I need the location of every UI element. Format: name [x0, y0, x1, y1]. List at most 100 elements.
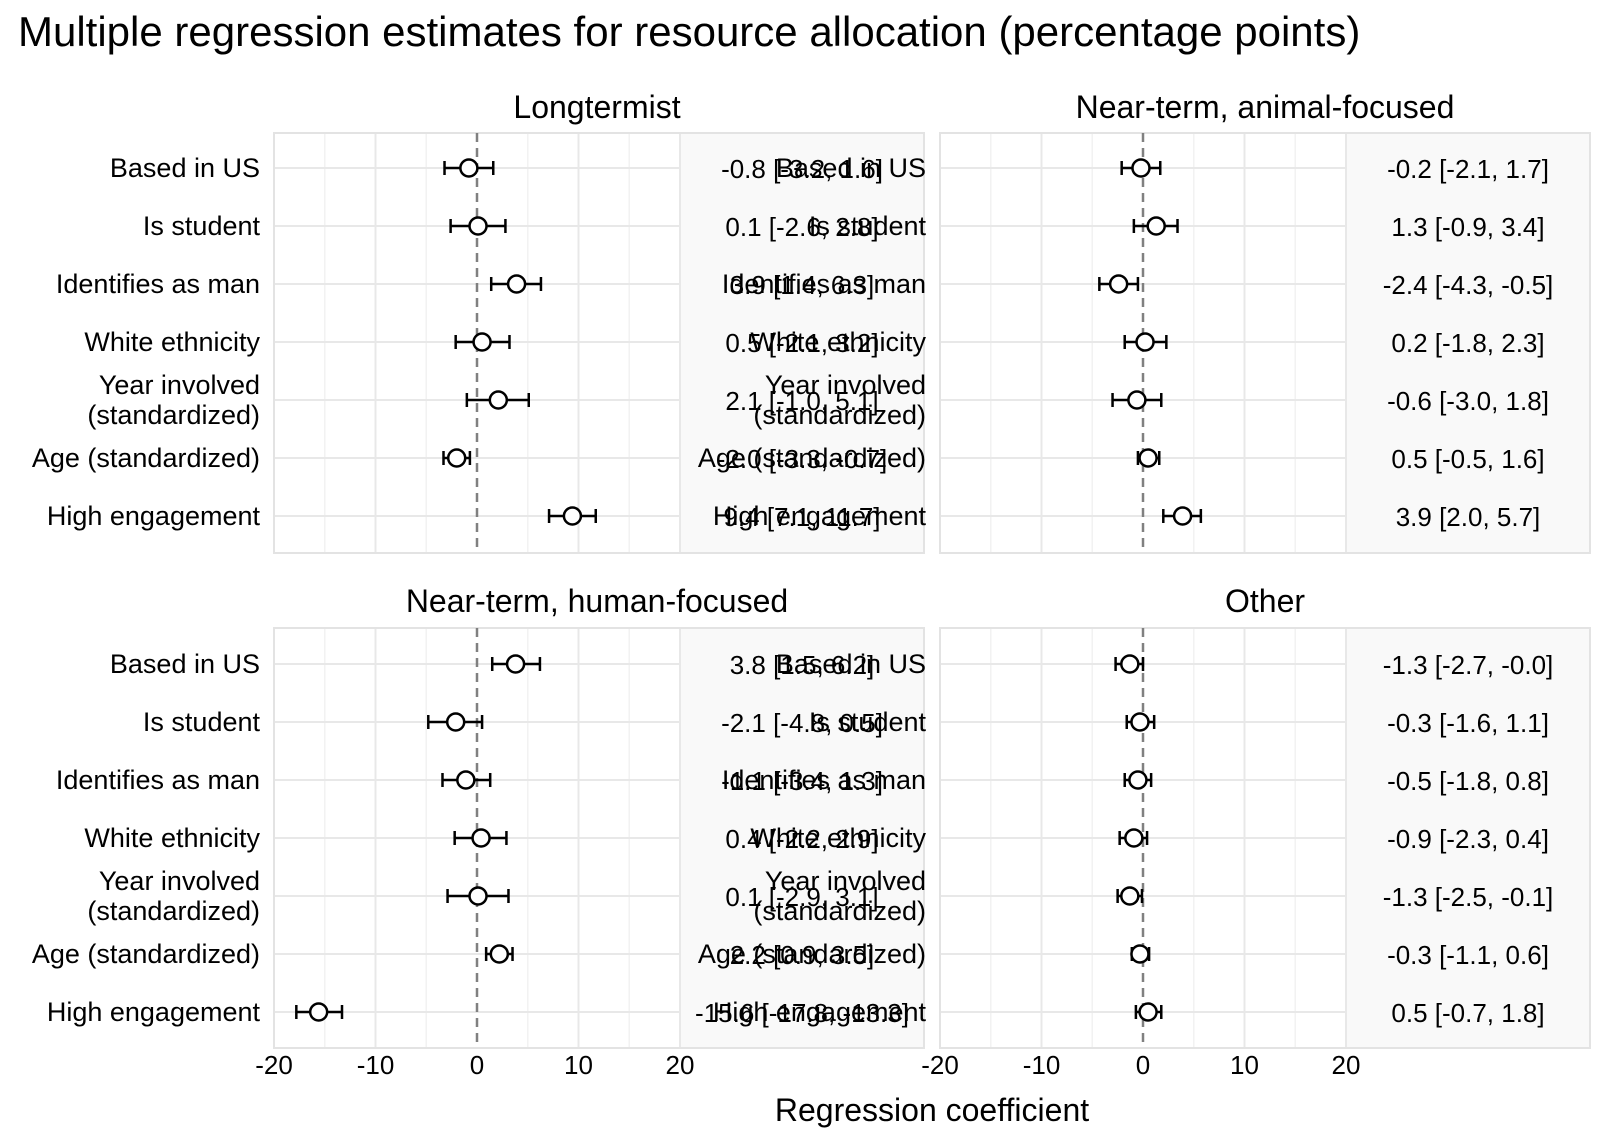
- panel-title: Longtermist: [513, 89, 680, 125]
- estimate-label: 0.5 [-2.1, 3.2]: [725, 328, 878, 358]
- panel-border: [273, 627, 925, 1049]
- panel-2: Near-term, animal-focused -0.2 [-2.1, 1.7…: [698, 89, 1591, 554]
- estimate-point: [489, 944, 510, 964]
- panel-title: Near-term, human-focused: [406, 583, 788, 619]
- y-tick-label: White ethnicity: [84, 823, 260, 853]
- estimate-point: [1124, 828, 1144, 848]
- estimate-point: [468, 216, 488, 236]
- y-tick-label: Year involved (standardized): [87, 370, 260, 430]
- estimate-label: 0.2 [-1.8, 2.3]: [1391, 328, 1544, 358]
- estimate-point: [1108, 274, 1129, 294]
- x-tick-label: -20: [921, 1050, 959, 1080]
- estimate-label: -15.6 [-17.8, -13.3]: [695, 998, 909, 1028]
- estimate-label: -2.4 [-4.3, -0.5]: [1383, 270, 1554, 300]
- x-tick-label: 10: [1230, 1050, 1259, 1080]
- estimate-label: -0.5 [-1.8, 0.8]: [1387, 766, 1549, 796]
- y-tick-label: White ethnicity: [750, 327, 926, 357]
- y-tick-label: High engagement: [47, 501, 261, 531]
- x-tick-label: -10: [1023, 1050, 1061, 1080]
- estimate-label: -1.3 [-2.7, -0.0]: [1383, 650, 1554, 680]
- estimate-point: [1120, 886, 1140, 906]
- estimate-label: -0.3 [-1.1, 0.6]: [1387, 940, 1549, 970]
- y-tick-label-line: (standardized): [753, 896, 926, 926]
- panel-border: [939, 132, 1591, 554]
- y-tick-label-line: (standardized): [753, 400, 926, 430]
- panel-title: Near-term, animal-focused: [1076, 89, 1455, 125]
- panel-1: Longtermist -0.8 [-3.2, 1.6] 0.1 [-2.6, 2.…: [32, 89, 925, 554]
- estimate-label: 3.8 [1.5, 6.2]: [730, 650, 875, 680]
- y-tick-label: Identifies as man: [722, 765, 926, 795]
- y-tick-label: Year involved (standardized): [87, 866, 260, 926]
- y-tick-label: Is student: [143, 211, 261, 241]
- y-tick-label: Based in US: [110, 649, 260, 679]
- y-tick-label: Year involved (standardized): [753, 370, 926, 430]
- estimate-label: 0.1 [-2.6, 2.8]: [725, 212, 878, 242]
- estimate-point: [445, 712, 466, 732]
- y-tick-label: Based in US: [776, 649, 926, 679]
- estimate-point: [1131, 158, 1151, 178]
- y-tick-label: Identifies as man: [56, 765, 260, 795]
- estimate-label: -0.6 [-3.0, 1.8]: [1387, 386, 1549, 416]
- x-tick-label: 10: [564, 1050, 593, 1080]
- y-tick-label: Age (standardized): [698, 939, 926, 969]
- y-tick-label-line: (standardized): [87, 896, 260, 926]
- y-tick-label: Based in US: [110, 153, 260, 183]
- x-tick-label: 20: [1332, 1050, 1361, 1080]
- estimate-point: [1138, 448, 1158, 468]
- y-tick-label-line: Year involved: [99, 370, 260, 400]
- estimate-point: [1146, 216, 1166, 236]
- estimate-point: [1127, 390, 1147, 410]
- estimate-point: [1172, 506, 1193, 526]
- panel-border: [939, 627, 1591, 1049]
- estimate-point: [1130, 712, 1150, 732]
- estimate-label: 0.5 [-0.5, 1.6]: [1391, 444, 1544, 474]
- y-tick-label: Age (standardized): [32, 939, 260, 969]
- estimate-label: -2.0 [-3.3, -0.7]: [717, 444, 888, 474]
- estimate-point: [446, 448, 467, 468]
- estimate-label: 2.1 [-1.0, 5.1]: [725, 386, 878, 416]
- estimate-label: 3.9 [2.0, 5.7]: [1396, 502, 1541, 532]
- estimate-label: -0.2 [-2.1, 1.7]: [1387, 154, 1549, 184]
- estimate-label: 0.5 [-0.7, 1.8]: [1391, 998, 1544, 1028]
- panel-4: Other -1.3 [-2.7, -0.0] -0.3 [-1.6, 1.1] -0…: [698, 583, 1591, 1080]
- estimate-point: [1120, 654, 1140, 674]
- chart-title: Multiple regression estimates for resour…: [18, 8, 1360, 55]
- x-tick-label: 0: [1136, 1050, 1150, 1080]
- estimate-point: [505, 654, 526, 674]
- y-tick-label: Based in US: [776, 153, 926, 183]
- y-tick-label: Age (standardized): [32, 443, 260, 473]
- panel-title: Other: [1225, 583, 1305, 619]
- y-tick-label-line: Year involved: [99, 866, 260, 896]
- estimate-label: 2.2 [0.9, 3.5]: [730, 940, 875, 970]
- y-tick-label: High engagement: [713, 501, 927, 531]
- y-tick-label: Is student: [809, 211, 927, 241]
- y-tick-label: High engagement: [47, 997, 261, 1027]
- estimate-label: -1.1 [-3.4, 1.3]: [721, 766, 883, 796]
- estimate-point: [456, 770, 476, 790]
- estimate-label: -0.8 [-3.2, 1.6]: [721, 154, 883, 184]
- x-tick-label: 20: [666, 1050, 695, 1080]
- y-tick-label: Age (standardized): [698, 443, 926, 473]
- y-tick-label: Is student: [809, 707, 927, 737]
- y-tick-label: White ethnicity: [750, 823, 926, 853]
- estimate-label: -0.9 [-2.3, 0.4]: [1387, 824, 1549, 854]
- x-tick-label: -10: [357, 1050, 395, 1080]
- panel-border: [273, 132, 925, 554]
- y-tick-label-line: Year involved: [765, 370, 926, 400]
- estimate-point: [1135, 332, 1155, 352]
- y-tick-label: White ethnicity: [84, 327, 260, 357]
- estimate-column-background: [1346, 628, 1590, 1048]
- y-tick-label-line: (standardized): [87, 400, 260, 430]
- estimate-point: [562, 506, 583, 526]
- estimate-label: 1.3 [-0.9, 3.4]: [1391, 212, 1544, 242]
- estimate-label: 9.4 [7.1, 11.7]: [723, 502, 880, 532]
- estimate-point: [1138, 1002, 1158, 1022]
- y-tick-label: Identifies as man: [56, 269, 260, 299]
- y-tick-label: Year involved (standardized): [753, 866, 926, 926]
- y-tick-label: Is student: [143, 707, 261, 737]
- estimate-label: 3.9 [1.4, 6.3]: [730, 270, 875, 300]
- y-tick-label: Identifies as man: [722, 269, 926, 299]
- panels-layer: Longtermist -0.8 [-3.2, 1.6] 0.1 [-2.6, 2.…: [32, 89, 1591, 1080]
- estimate-point: [1130, 944, 1150, 964]
